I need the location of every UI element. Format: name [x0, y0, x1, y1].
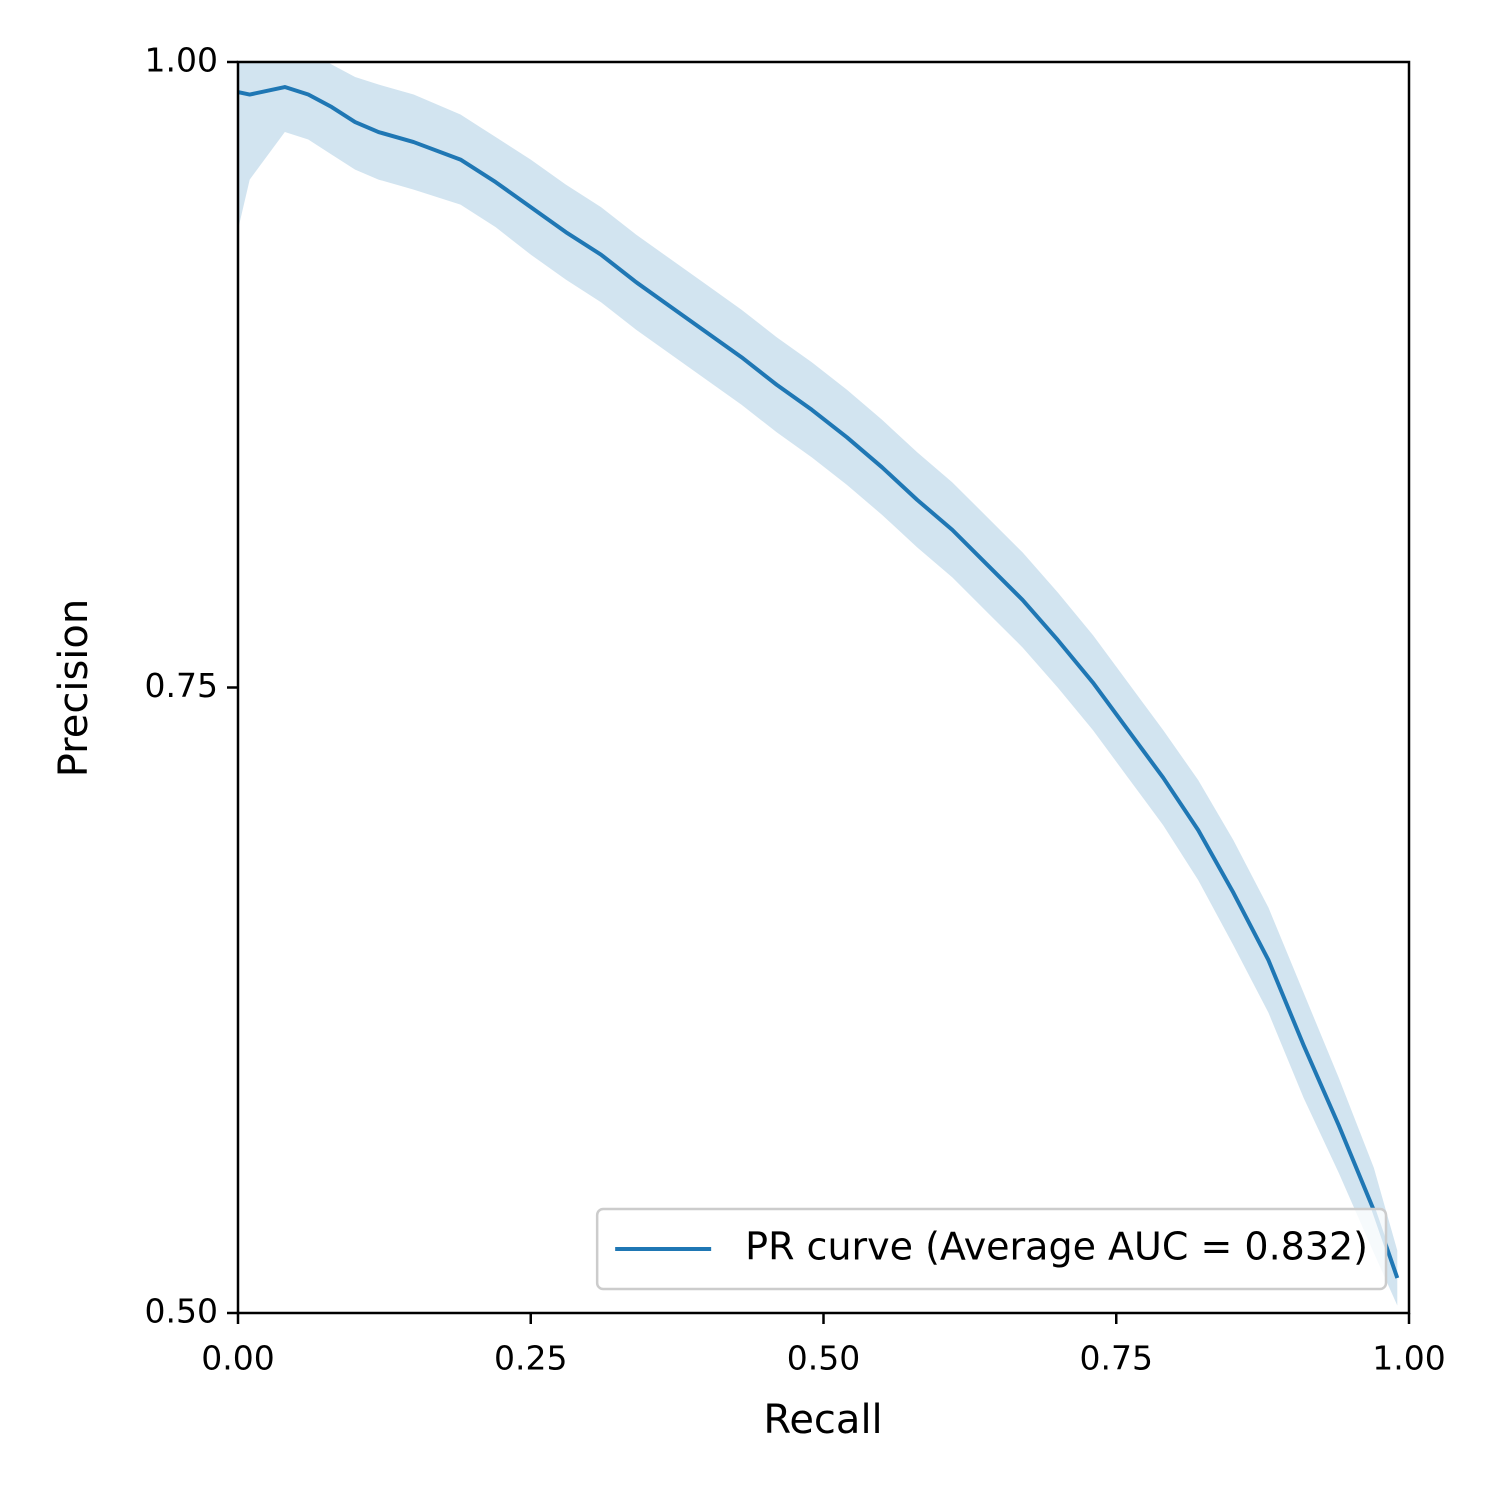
- legend-box: [595, 1207, 1388, 1291]
- y-tick-label: 0.75: [145, 666, 218, 705]
- x-tick-label: 1.00: [1372, 1339, 1445, 1378]
- legend-label: PR curve (Average AUC = 0.832): [745, 1225, 1368, 1269]
- legend: PR curve (Average AUC = 0.832): [595, 1207, 1388, 1291]
- x-tick-label: 0.75: [1080, 1339, 1153, 1378]
- x-tick-label: 0.00: [201, 1339, 274, 1378]
- pr-line: [238, 85, 1400, 1279]
- x-tick-label: 0.50: [787, 1339, 860, 1378]
- y-tick-label: 1.00: [145, 41, 218, 80]
- axes: 0.00 0.25 0.50 0.75 1.00 0.50 0.75 1.00: [145, 41, 1446, 1378]
- plot-area: [238, 62, 1400, 1306]
- x-tick-label: 0.25: [494, 1339, 567, 1378]
- y-axis-label: Precision: [51, 599, 97, 777]
- y-tick-label: 0.50: [145, 1292, 218, 1331]
- x-axis-label: Recall: [763, 1397, 882, 1443]
